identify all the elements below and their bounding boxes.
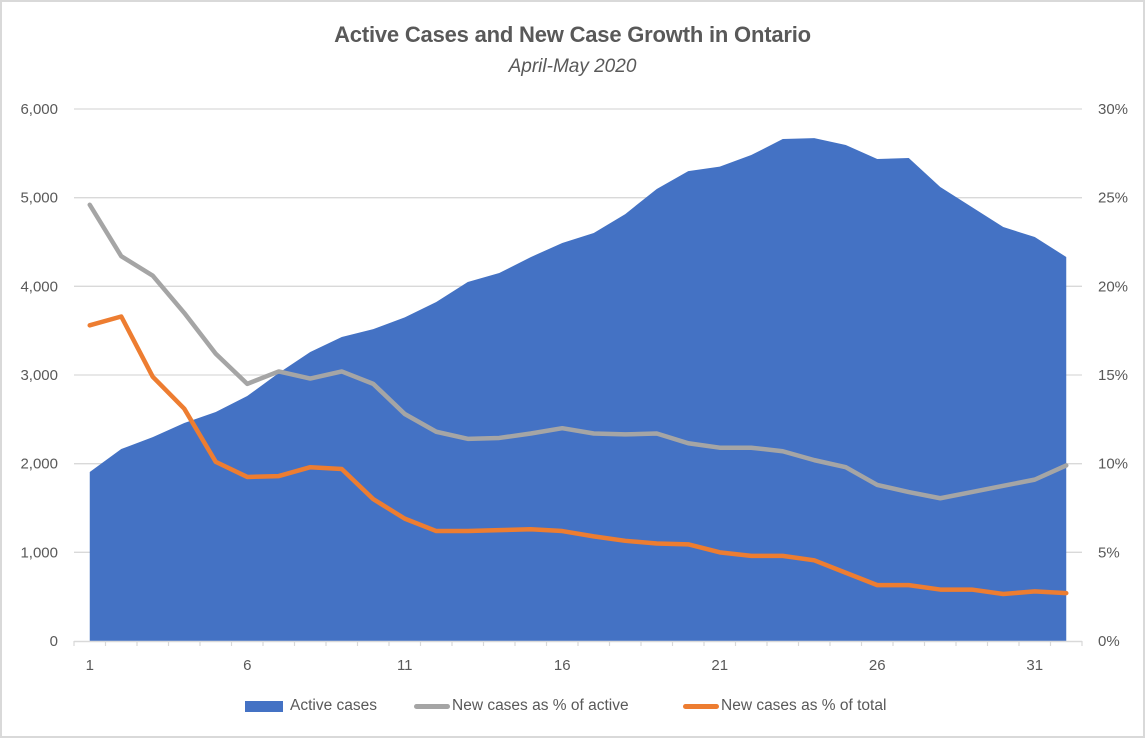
legend-label: New cases as % of active	[452, 697, 629, 714]
legend-item-active-cases: Active cases	[245, 697, 377, 715]
y-tick-label: 3,000	[20, 367, 58, 384]
area-layer	[89, 138, 1067, 641]
y-tick-label: 5,000	[20, 190, 58, 207]
legend-item-pct-active: New cases as % of active	[414, 697, 629, 715]
y-tick-label: 6,000	[20, 101, 58, 118]
line-layer	[87, 202, 1069, 597]
legend-swatch-pct-total	[683, 703, 719, 709]
x-tick-label: 16	[554, 657, 571, 674]
legend: Active cases New cases as % of active Ne…	[0, 697, 1145, 717]
y2-tick-label: 15%	[1098, 367, 1128, 384]
y-tick-label: 0	[50, 633, 58, 650]
y2-tick-label: 0%	[1098, 633, 1120, 650]
legend-item-pct-total: New cases as % of total	[683, 697, 886, 715]
chart-subtitle: April-May 2020	[508, 56, 637, 77]
y2-tick-label: 25%	[1098, 190, 1128, 207]
y-tick-label: 4,000	[20, 278, 58, 295]
chart-title: Active Cases and New Case Growth in Onta…	[334, 22, 811, 47]
y2-tick-label: 5%	[1098, 544, 1120, 561]
x-tick-label: 11	[397, 657, 413, 674]
x-tick-label: 6	[243, 657, 251, 674]
legend-swatch-pct-active	[414, 703, 450, 709]
x-tick-label: 1	[86, 657, 94, 674]
x-tick-label: 26	[869, 657, 886, 674]
y-tick-label: 2,000	[20, 456, 58, 473]
y2-tick-label: 10%	[1098, 456, 1128, 473]
legend-label: Active cases	[290, 697, 378, 714]
y2-tick-label: 30%	[1098, 101, 1128, 118]
x-tick-label: 31	[1026, 657, 1043, 674]
y2-tick-label: 20%	[1098, 278, 1128, 295]
axes: 0 1,000 2,000 3,000 4,000 5,000 6,000 0% 5% 10% 15…	[20, 101, 1128, 674]
line-pct-of-active	[87, 202, 1069, 501]
line-pct-of-total	[87, 314, 1069, 597]
area-active-cases	[89, 138, 1067, 641]
y-tick-label: 1,000	[20, 544, 58, 561]
legend-label: New cases as % of total	[721, 697, 887, 714]
legend-swatch-active-cases	[245, 700, 283, 712]
x-tick-label: 21	[711, 657, 728, 674]
